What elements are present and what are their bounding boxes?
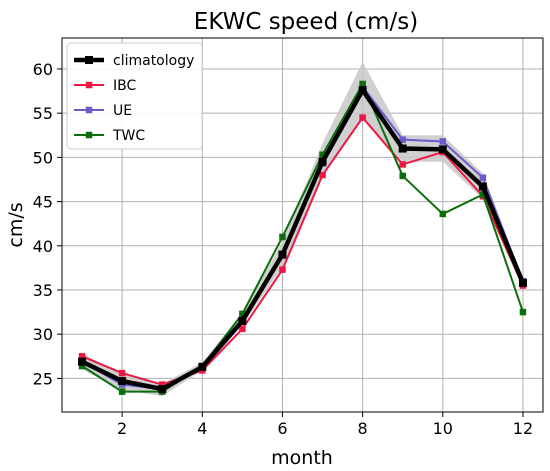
y-ticks: 25 30 35 40 45 50 55 60 (33, 60, 62, 388)
y-tick-label: 25 (33, 369, 53, 388)
series-lines (78, 80, 527, 395)
climatology-point (518, 278, 527, 287)
ibc-point (319, 171, 326, 179)
y-axis-label: cm/s (5, 202, 27, 247)
climatology-point (118, 377, 127, 386)
x-tick-label: 12 (513, 419, 533, 438)
ibc-line (81, 116, 524, 386)
climatology-point (78, 357, 87, 366)
ibc-point (399, 161, 406, 168)
twc-point (118, 388, 126, 395)
twc-point (519, 308, 527, 316)
x-axis-label: month (271, 447, 333, 469)
legend-label: TWC (112, 128, 145, 144)
climatology-point (238, 316, 247, 325)
y-tick-label: 30 (33, 325, 53, 344)
legend-swatch-marker (85, 106, 93, 114)
legend: climatology IBC UE TWC (66, 42, 203, 150)
twc-point (479, 191, 487, 198)
legend-label: climatology (113, 53, 194, 69)
twc-point (78, 362, 86, 370)
ibc-point (359, 114, 366, 121)
legend-swatch-marker (85, 81, 93, 89)
ue-point (479, 174, 487, 181)
y-tick-label: 60 (33, 60, 53, 79)
climatology-point (358, 86, 367, 95)
ue-point (399, 136, 406, 143)
ibc-point (279, 266, 286, 273)
ibc-point (78, 353, 86, 360)
climatology-point (438, 145, 447, 154)
climatology-point (318, 157, 327, 166)
x-tick-label: 2 (117, 419, 127, 438)
x-ticks: 2 4 6 8 10 12 (117, 412, 533, 438)
ue-point (439, 138, 447, 145)
twc-point (359, 80, 366, 88)
legend-swatch-marker (85, 131, 93, 139)
y-tick-label: 40 (33, 237, 53, 256)
y-tick-label: 55 (33, 104, 53, 123)
y-tick-label: 35 (33, 281, 53, 300)
twc-line (81, 82, 524, 393)
legend-box (66, 42, 203, 150)
x-tick-label: 10 (433, 419, 453, 438)
legend-item-ibc: IBC (74, 78, 136, 94)
climatology-line (81, 87, 526, 392)
plot-frame (61, 37, 544, 413)
twc-point (399, 172, 406, 180)
x-tick-label: 8 (358, 419, 368, 438)
x-tick-label: 4 (197, 419, 207, 438)
twc-point (279, 233, 286, 241)
twc-point (439, 210, 447, 218)
y-tick-label: 45 (33, 193, 53, 212)
chart-title: EKWC speed (cm/s) (194, 9, 418, 35)
climatology-point (158, 385, 167, 394)
ibc-point (118, 369, 126, 377)
grid (62, 38, 543, 412)
ibc-point (158, 381, 166, 388)
confidence-band (82, 61, 523, 397)
legend-item-climatology: climatology (74, 53, 194, 69)
climatology-point (278, 250, 287, 259)
y-tick-label: 50 (33, 148, 53, 167)
series-climatology (78, 86, 527, 394)
twc-point (239, 310, 246, 318)
climatology-point (198, 362, 207, 371)
legend-label: UE (113, 103, 132, 119)
climatology-point (478, 182, 487, 191)
legend-label: IBC (113, 78, 136, 94)
twc-point (319, 151, 326, 158)
spread-band (82, 61, 523, 397)
legend-item-ue: UE (74, 103, 132, 119)
legend-swatch-marker (85, 56, 93, 64)
ibc-point (239, 325, 246, 333)
x-tick-label: 6 (277, 419, 287, 438)
legend-item-twc: TWC (74, 128, 145, 144)
climatology-point (398, 144, 407, 153)
